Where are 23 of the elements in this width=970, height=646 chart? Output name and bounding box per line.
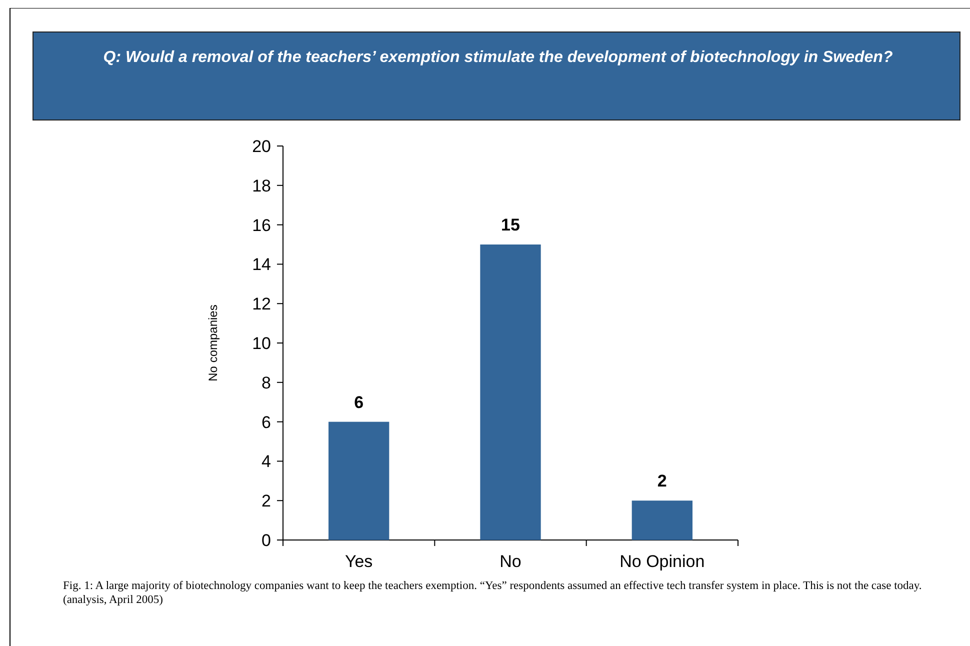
chart-title: Q: Would a removal of the teachers’ exemption stimulate the development of biotechnology in Sweden? xyxy=(102,48,894,68)
bar xyxy=(328,422,390,540)
x-tick-label: Yes xyxy=(344,552,373,571)
data-label: 15 xyxy=(501,216,520,234)
data-label: 6 xyxy=(354,392,364,412)
caption: Fig. 1: A large majority of biotechnology companies want to keep the teachers exemption. “Yes” respondents assumed an effective tech transfer system in place. This is not the case today. (analysis, April 2005) xyxy=(63,579,923,607)
y-tick-label: 10 xyxy=(252,334,271,353)
y-tick-label: 18 xyxy=(252,176,271,196)
y-tick-label: 4 xyxy=(262,452,271,472)
y-tick-label: 2 xyxy=(262,492,271,511)
x-tick-label: No Opinion xyxy=(620,552,705,571)
bar xyxy=(480,244,541,540)
y-tick-label: 16 xyxy=(252,216,271,235)
y-axis-title: No companies xyxy=(206,304,220,382)
data-label: 2 xyxy=(657,472,667,491)
x-tick-label: No xyxy=(500,552,522,571)
y-tick-label: 6 xyxy=(262,412,271,432)
y-tick-label: 20 xyxy=(252,136,271,156)
bar xyxy=(632,500,692,540)
y-tick-label: 12 xyxy=(252,294,271,314)
y-tick-label: 14 xyxy=(252,255,271,274)
y-tick-label: 0 xyxy=(262,530,271,550)
y-tick-label: 8 xyxy=(262,373,271,392)
